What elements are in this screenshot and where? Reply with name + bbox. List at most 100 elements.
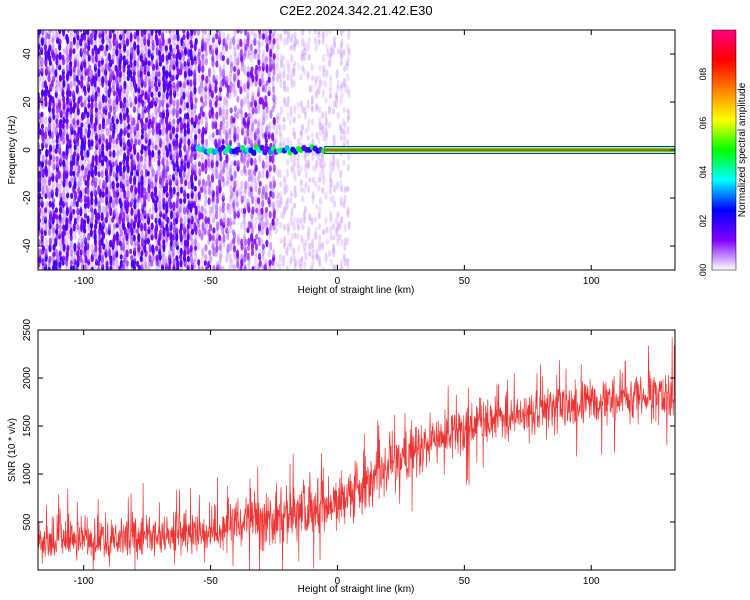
heatmap-cell bbox=[171, 30, 175, 35]
heatmap-cell bbox=[253, 265, 257, 270]
heatmap-cell bbox=[254, 243, 259, 251]
heatmap-cell bbox=[242, 195, 246, 203]
heatmap-cell bbox=[73, 30, 77, 34]
heatmap-cell bbox=[161, 218, 165, 226]
heatmap-cell bbox=[260, 97, 264, 105]
heatmap-cell bbox=[58, 183, 62, 194]
heatmap-cell bbox=[129, 59, 133, 69]
heatmap-cell bbox=[150, 233, 154, 241]
heatmap-cell bbox=[318, 259, 322, 268]
heatmap-cell bbox=[147, 196, 151, 203]
heatmap-cell bbox=[328, 170, 333, 179]
heatmap-cell bbox=[332, 263, 336, 270]
heatmap-cell bbox=[329, 210, 333, 221]
heatmap-cell bbox=[340, 265, 344, 270]
heatmap-cell bbox=[175, 59, 179, 68]
heatmap-cell bbox=[341, 30, 346, 34]
heatmap-cell bbox=[315, 105, 319, 113]
heatmap-cell bbox=[44, 126, 49, 134]
heatmap-cell bbox=[292, 60, 297, 67]
heatmap-cell bbox=[122, 73, 126, 82]
heatmap-cell bbox=[296, 232, 300, 240]
heatmap-cell bbox=[79, 175, 83, 182]
heatmap-cell bbox=[98, 178, 102, 187]
heatmap-cell bbox=[196, 218, 200, 224]
heatmap-cell bbox=[339, 179, 343, 189]
heatmap-cell bbox=[194, 192, 198, 199]
heatmap-cell bbox=[331, 243, 336, 254]
heatmap-cell bbox=[332, 158, 336, 166]
heatmap-cell bbox=[254, 200, 258, 209]
heatmap-cell bbox=[261, 185, 266, 195]
heatmap-cell bbox=[293, 190, 297, 199]
heatmap-cell bbox=[91, 84, 95, 94]
heatmap-cell bbox=[62, 100, 66, 111]
heatmap-cell bbox=[114, 159, 118, 167]
heatmap-cell bbox=[299, 129, 303, 136]
heatmap-cell bbox=[267, 86, 272, 93]
heatmap-cell bbox=[140, 264, 144, 270]
heatmap-cell bbox=[210, 185, 214, 195]
heatmap-cell bbox=[93, 185, 97, 196]
heatmap-cell bbox=[200, 80, 204, 89]
heatmap-cell bbox=[130, 207, 134, 216]
heatmap-cell bbox=[104, 100, 108, 111]
heatmap-cell bbox=[318, 197, 323, 206]
heatmap-cell bbox=[165, 196, 169, 205]
heatmap-cell bbox=[325, 30, 329, 37]
heatmap-cell bbox=[107, 248, 112, 258]
heatmap-cell bbox=[62, 126, 66, 137]
heatmap-cell bbox=[310, 217, 314, 225]
heatmap-cell bbox=[140, 143, 145, 151]
heatmap-cell bbox=[90, 211, 95, 222]
heatmap-cell bbox=[169, 44, 173, 53]
heatmap-cell bbox=[139, 160, 143, 168]
heatmap-cell bbox=[186, 223, 190, 230]
heatmap-cell bbox=[322, 160, 326, 168]
heatmap-cell bbox=[214, 42, 218, 50]
heatmap-cell bbox=[311, 258, 315, 268]
heatmap-cell bbox=[69, 238, 73, 248]
heatmap-cell bbox=[47, 75, 51, 83]
heatmap-cell bbox=[313, 164, 318, 173]
heatmap-cell bbox=[136, 163, 140, 173]
heatmap-cell bbox=[204, 244, 208, 252]
heatmap-cell bbox=[93, 208, 97, 216]
heatmap-cell bbox=[40, 222, 44, 233]
heatmap-cell bbox=[171, 125, 176, 135]
heatmap-cell bbox=[137, 79, 141, 90]
heatmap-cell bbox=[165, 132, 169, 142]
heatmap-cell bbox=[204, 138, 209, 146]
heatmap-cell bbox=[332, 184, 337, 193]
heatmap-cell bbox=[98, 37, 102, 47]
heatmap-cell bbox=[172, 81, 176, 89]
heatmap-cell bbox=[218, 128, 222, 136]
colorbar: 0.00.20.40.60.8 Normalized spectral ampl… bbox=[698, 29, 748, 276]
heatmap-cell bbox=[122, 55, 126, 62]
heatmap-cell bbox=[98, 30, 102, 35]
heatmap-cell bbox=[47, 266, 51, 270]
heatmap-cell bbox=[258, 259, 262, 268]
heatmap-cell bbox=[38, 192, 42, 199]
heatmap-cell bbox=[311, 165, 315, 172]
heatmap-cell bbox=[253, 238, 257, 245]
heatmap-cell bbox=[47, 89, 51, 98]
heatmap-cell bbox=[339, 201, 343, 208]
heatmap-cell bbox=[179, 186, 184, 194]
heatmap-cell bbox=[253, 37, 257, 47]
heatmap-cell bbox=[190, 228, 195, 236]
heatmap-cell bbox=[347, 110, 351, 120]
heatmap-cell bbox=[123, 152, 127, 162]
heatmap-cell bbox=[183, 128, 187, 137]
heatmap-cell bbox=[332, 134, 336, 142]
heatmap-cell bbox=[179, 259, 183, 268]
heatmap-cell bbox=[279, 140, 284, 147]
heatmap-cell bbox=[221, 176, 225, 183]
heatmap-cell bbox=[201, 30, 205, 34]
heatmap-cell bbox=[100, 254, 105, 264]
heatmap-cell bbox=[296, 217, 300, 227]
heatmap-cell bbox=[287, 31, 291, 39]
heatmap-cell bbox=[52, 144, 56, 153]
heatmap-cell bbox=[225, 180, 229, 187]
heatmap-cell bbox=[228, 74, 232, 84]
